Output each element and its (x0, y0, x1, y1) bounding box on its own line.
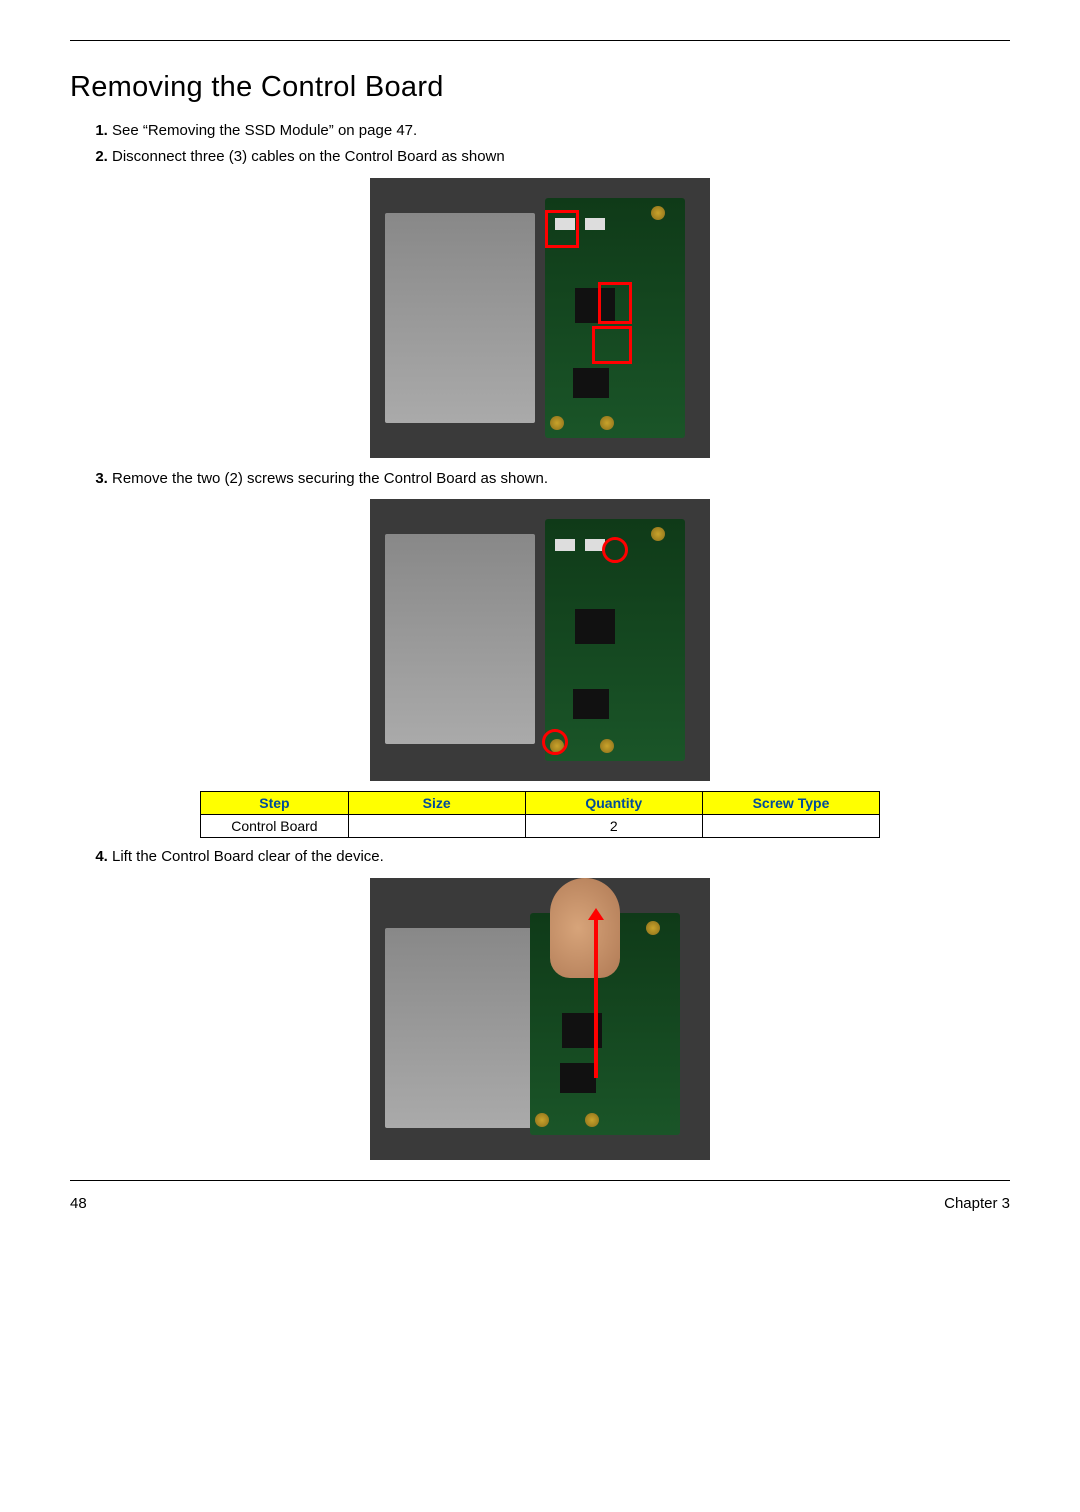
figure-cables (370, 178, 710, 458)
figure-screws (370, 499, 710, 781)
th-screwtype: Screw Type (702, 792, 879, 815)
annotation-box (592, 326, 632, 364)
th-quantity: Quantity (525, 792, 702, 815)
td-screwtype (702, 815, 879, 838)
td-step: Control Board (201, 815, 349, 838)
step-2: Disconnect three (3) cables on the Contr… (112, 146, 1010, 168)
step-1: See “Removing the SSD Module” on page 47… (112, 120, 1010, 142)
screw-table: Step Size Quantity Screw Type Control Bo… (200, 791, 880, 838)
chapter-label: Chapter 3 (944, 1195, 1010, 1212)
annotation-box (545, 210, 579, 248)
header-rule (70, 40, 1010, 41)
th-step: Step (201, 792, 349, 815)
step-3: Remove the two (2) screws securing the C… (112, 468, 1010, 490)
section-title: Removing the Control Board (70, 71, 1010, 104)
figure-lift (370, 878, 710, 1160)
footer-rule (70, 1180, 1010, 1181)
td-size (348, 815, 525, 838)
annotation-arrow (594, 918, 598, 1078)
step-4: Lift the Control Board clear of the devi… (112, 846, 1010, 868)
td-quantity: 2 (525, 815, 702, 838)
annotation-box (598, 282, 632, 324)
th-size: Size (348, 792, 525, 815)
page-number: 48 (70, 1195, 87, 1212)
